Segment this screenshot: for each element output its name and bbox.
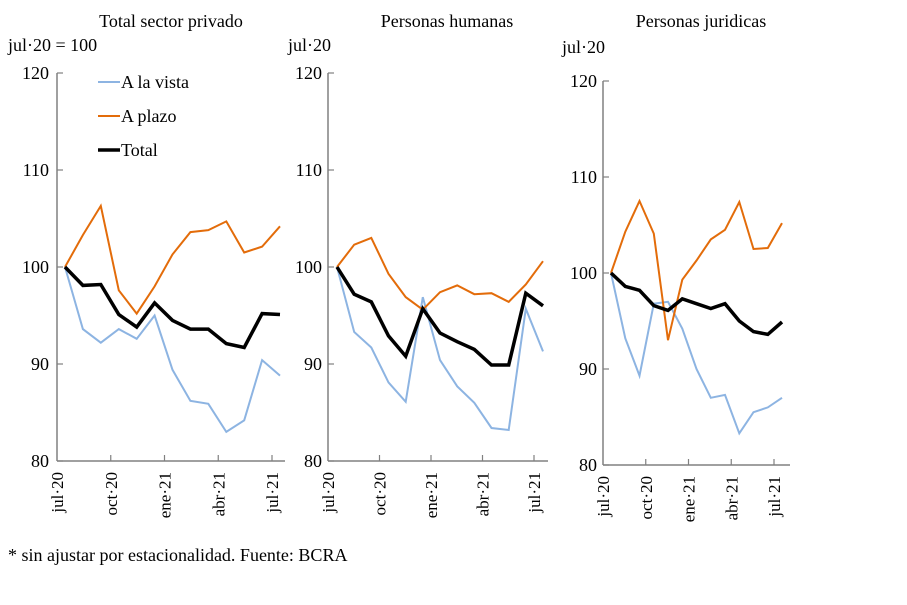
x-tick-label: jul·21 <box>263 472 282 514</box>
x-tick-label: oct·20 <box>637 476 656 519</box>
y-tick-label: 120 <box>22 63 49 83</box>
x-tick-label: ene·21 <box>156 472 175 518</box>
x-tick-label: jul·20 <box>48 472 67 514</box>
x-tick-label: abr·21 <box>474 472 493 516</box>
x-tick-label: ene·21 <box>680 476 699 522</box>
legend-label-a-plazo: A plazo <box>121 106 177 126</box>
chart-title: Total sector privado <box>99 11 243 31</box>
series-line-a-la-vista <box>64 266 281 434</box>
x-tick-label: abr·21 <box>722 476 741 520</box>
series-line-a-la-vista <box>336 266 544 432</box>
y-tick-label: 90 <box>579 359 597 379</box>
series-line-a-plazo <box>336 236 544 312</box>
y-tick-label: 110 <box>23 160 49 180</box>
y-tick-label: 100 <box>295 257 322 277</box>
footnote: * sin ajustar por estacionalidad. Fuente… <box>8 545 348 565</box>
y-tick-label: 80 <box>31 451 49 471</box>
y-tick-label: 80 <box>579 455 597 475</box>
x-tick-label: oct·20 <box>102 472 121 515</box>
x-tick-label: abr·21 <box>209 472 228 516</box>
series-line-a-la-vista <box>610 272 783 436</box>
y-tick-label: 110 <box>571 167 597 187</box>
y-tick-label: 90 <box>31 354 49 374</box>
x-tick-label: jul·20 <box>594 476 613 518</box>
x-tick-label: jul·20 <box>319 472 338 514</box>
x-tick-label: jul·21 <box>525 472 544 514</box>
y-tick-label: 90 <box>304 354 322 374</box>
series-line-total <box>63 265 281 350</box>
series-line-total <box>335 266 545 367</box>
x-tick-label: jul·21 <box>765 476 784 518</box>
y-tick-label: 80 <box>304 451 322 471</box>
y-tick-label: 110 <box>296 160 322 180</box>
x-tick-label: oct·20 <box>371 472 390 515</box>
y-unit-label: jul·20 <box>287 35 331 55</box>
y-tick-label: 100 <box>22 257 49 277</box>
series-line-a-plazo <box>610 198 783 341</box>
y-tick-label: 100 <box>570 263 597 283</box>
y-tick-label: 120 <box>570 71 597 91</box>
y-unit-label: jul·20 <box>561 37 605 57</box>
chart-title: Personas juridicas <box>636 11 766 31</box>
legend-label-a-la-vista: A la vista <box>121 72 189 92</box>
series-line-total <box>609 271 784 337</box>
chart-title: Personas humanas <box>381 11 513 31</box>
series-line-a-plazo <box>64 203 281 316</box>
y-unit-label: jul·20 = 100 <box>7 35 97 55</box>
legend-label-total: Total <box>121 140 158 160</box>
x-tick-label: ene·21 <box>422 472 441 518</box>
y-tick-label: 120 <box>295 63 322 83</box>
